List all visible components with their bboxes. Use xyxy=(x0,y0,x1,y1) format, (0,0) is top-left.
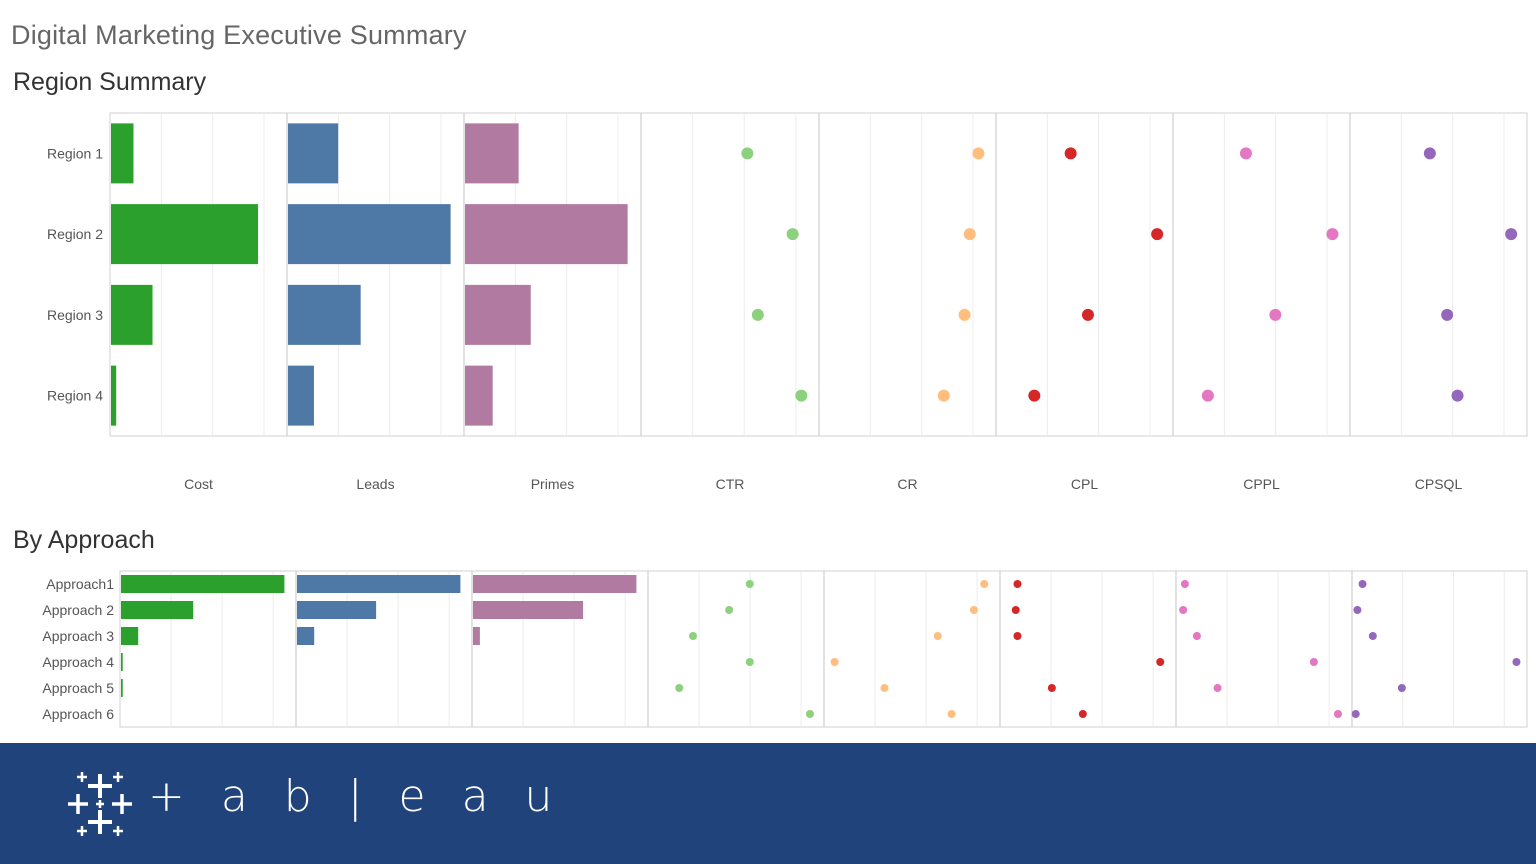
dot-cpl-region-1[interactable] xyxy=(1064,147,1077,160)
column-label-primes: Primes xyxy=(531,476,575,492)
dot-cpl-approach1[interactable] xyxy=(1013,580,1022,588)
bar-primes-region-1[interactable] xyxy=(465,123,519,184)
row-label: Approach 5 xyxy=(42,680,114,696)
row-label: Region 2 xyxy=(47,226,103,242)
dot-ctr-region-1[interactable] xyxy=(741,147,754,160)
dot-cr-region-3[interactable] xyxy=(958,308,971,321)
column-label-cost: Cost xyxy=(184,476,213,492)
bar-cost-region-4[interactable] xyxy=(111,365,117,426)
bar-primes-region-4[interactable] xyxy=(465,365,493,426)
tableau-wordmark: + a b | e a u xyxy=(148,771,564,822)
dot-cr-approach-2[interactable] xyxy=(969,606,978,614)
row-label: Approach 3 xyxy=(42,628,114,644)
dot-cr-approach-3[interactable] xyxy=(933,632,942,640)
row-label: Region 1 xyxy=(47,145,103,161)
bar-leads-approach1[interactable] xyxy=(297,575,461,593)
bar-primes-region-2[interactable] xyxy=(465,204,628,265)
dot-ctr-approach-4[interactable] xyxy=(745,658,754,666)
bar-leads-region-2[interactable] xyxy=(288,204,451,265)
dot-cpsql-approach-5[interactable] xyxy=(1397,684,1406,692)
bar-cost-approach-5[interactable] xyxy=(121,679,123,697)
dot-cppl-approach1[interactable] xyxy=(1180,580,1189,588)
row-label: Region 4 xyxy=(47,388,103,404)
bar-primes-approach-3[interactable] xyxy=(473,627,480,645)
bar-leads-region-3[interactable] xyxy=(288,284,361,345)
bar-cost-approach-4[interactable] xyxy=(121,653,123,671)
row-label: Approach 2 xyxy=(42,602,114,618)
dot-cppl-approach-5[interactable] xyxy=(1213,684,1222,692)
column-label-ctr: CTR xyxy=(716,476,745,492)
bar-primes-approach-2[interactable] xyxy=(473,601,584,619)
column-label-cr: CR xyxy=(897,476,917,492)
dot-cpl-approach-3[interactable] xyxy=(1013,632,1022,640)
dot-cppl-region-1[interactable] xyxy=(1239,147,1252,160)
by-approach-title: By Approach xyxy=(13,526,155,554)
bar-cost-approach-3[interactable] xyxy=(121,627,139,645)
dot-cppl-approach-2[interactable] xyxy=(1179,606,1188,614)
dot-cpl-approach-5[interactable] xyxy=(1047,684,1056,692)
dot-ctr-region-3[interactable] xyxy=(751,308,764,321)
bar-cost-approach1[interactable] xyxy=(121,575,285,593)
dot-cpsql-approach-6[interactable] xyxy=(1351,710,1360,718)
column-label-cpl: CPL xyxy=(1071,476,1098,492)
dot-cr-approach-5[interactable] xyxy=(880,684,889,692)
dot-cpsql-region-3[interactable] xyxy=(1441,308,1454,321)
column-label-cppl: CPPL xyxy=(1243,476,1280,492)
dot-cpsql-region-2[interactable] xyxy=(1505,228,1518,241)
dot-cppl-region-4[interactable] xyxy=(1201,389,1214,402)
dot-cpsql-region-4[interactable] xyxy=(1451,389,1464,402)
tableau-cross-icon xyxy=(68,772,132,836)
row-label: Approach 6 xyxy=(42,706,114,722)
bar-cost-region-3[interactable] xyxy=(111,284,153,345)
dot-cppl-region-3[interactable] xyxy=(1269,308,1282,321)
dot-cppl-approach-4[interactable] xyxy=(1309,658,1318,666)
bar-leads-region-4[interactable] xyxy=(288,365,314,426)
dot-cpsql-approach-3[interactable] xyxy=(1368,632,1377,640)
bar-leads-approach-2[interactable] xyxy=(297,601,377,619)
bar-primes-approach1[interactable] xyxy=(473,575,637,593)
bar-leads-region-1[interactable] xyxy=(288,123,339,184)
row-label: Approach1 xyxy=(46,576,114,592)
dot-cr-approach-6[interactable] xyxy=(947,710,956,718)
bar-cost-region-2[interactable] xyxy=(111,204,259,265)
dot-ctr-approach1[interactable] xyxy=(745,580,754,588)
dot-ctr-approach-6[interactable] xyxy=(805,710,814,718)
dot-cpsql-approach-4[interactable] xyxy=(1512,658,1521,666)
bar-leads-approach-3[interactable] xyxy=(297,627,315,645)
region-summary-chart: Region 1 Region 2 Region 3 Region 4 Cost Lead… xyxy=(47,112,1528,492)
row-label: Region 3 xyxy=(47,307,103,323)
dot-cr-approach-4[interactable] xyxy=(830,658,839,666)
bar-cost-region-1[interactable] xyxy=(111,123,134,184)
row-label: Approach 4 xyxy=(42,654,114,670)
dot-cpl-approach-4[interactable] xyxy=(1156,658,1165,666)
dot-cr-region-1[interactable] xyxy=(972,147,985,160)
dot-cpl-region-4[interactable] xyxy=(1028,389,1041,402)
dot-cr-region-2[interactable] xyxy=(963,228,976,241)
dot-ctr-approach-5[interactable] xyxy=(675,684,684,692)
dot-cppl-region-2[interactable] xyxy=(1326,228,1339,241)
dot-ctr-approach-2[interactable] xyxy=(725,606,734,614)
dot-cpsql-approach-2[interactable] xyxy=(1353,606,1362,614)
dashboard-title: Digital Marketing Executive Summary xyxy=(11,20,467,50)
dot-cpsql-approach1[interactable] xyxy=(1358,580,1367,588)
dot-cr-region-4[interactable] xyxy=(937,389,950,402)
dot-cpl-region-3[interactable] xyxy=(1081,308,1094,321)
dot-cpl-region-2[interactable] xyxy=(1151,228,1164,241)
dot-ctr-approach-3[interactable] xyxy=(689,632,697,640)
bar-cost-approach-2[interactable] xyxy=(121,601,194,619)
column-label-leads: Leads xyxy=(356,476,394,492)
dot-cpsql-region-1[interactable] xyxy=(1423,147,1436,160)
dot-cppl-approach-3[interactable] xyxy=(1192,632,1201,640)
region-summary-title: Region Summary xyxy=(13,68,207,96)
dot-cppl-approach-6[interactable] xyxy=(1333,710,1342,718)
dot-ctr-region-4[interactable] xyxy=(795,389,808,402)
dot-cr-approach1[interactable] xyxy=(980,580,989,588)
tableau-footer: + a b | e a u xyxy=(0,743,1536,864)
dot-cpl-approach-2[interactable] xyxy=(1011,606,1020,614)
bar-primes-region-3[interactable] xyxy=(465,284,531,345)
dot-cpl-approach-6[interactable] xyxy=(1078,710,1087,718)
by-approach-chart: Approach1 Approach 2 Approach 3 Approach 4 A… xyxy=(42,570,1528,728)
column-label-cpsql: CPSQL xyxy=(1415,476,1463,492)
dot-ctr-region-2[interactable] xyxy=(786,228,799,241)
